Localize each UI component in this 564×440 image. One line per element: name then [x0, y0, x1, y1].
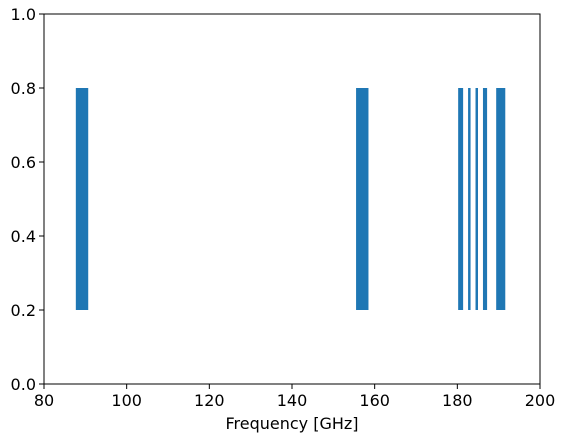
x-tick-label: 160: [359, 391, 390, 410]
frequency-band-5: [475, 88, 478, 310]
x-tick-label: 180: [442, 391, 473, 410]
plot-area: [44, 14, 540, 384]
x-axis-label: Frequency [GHz]: [225, 414, 358, 433]
y-tick-label: 0.4: [11, 227, 36, 246]
y-tick-label: 0.0: [11, 375, 36, 394]
y-tick-label: 0.2: [11, 301, 36, 320]
x-tick-label: 100: [111, 391, 142, 410]
frequency-band-4: [468, 88, 471, 310]
x-tick-label: 120: [194, 391, 225, 410]
y-axis: 0.0 0.2 0.4 0.6 0.8 1.0: [11, 5, 44, 394]
y-tick-label: 0.6: [11, 153, 36, 172]
frequency-band-3: [458, 88, 464, 310]
x-tick-label: 140: [277, 391, 308, 410]
y-tick-label: 0.8: [11, 79, 36, 98]
x-tick-label: 200: [525, 391, 556, 410]
frequency-band-2: [356, 88, 369, 310]
frequency-band-7: [496, 88, 506, 310]
frequency-band-1: [75, 88, 89, 310]
frequency-band-6: [482, 88, 488, 310]
bands-layer: [75, 88, 506, 310]
x-axis: 80 100 120 140 160 180 200: [34, 384, 555, 410]
x-tick-label: 80: [34, 391, 54, 410]
y-tick-label: 1.0: [11, 5, 36, 24]
